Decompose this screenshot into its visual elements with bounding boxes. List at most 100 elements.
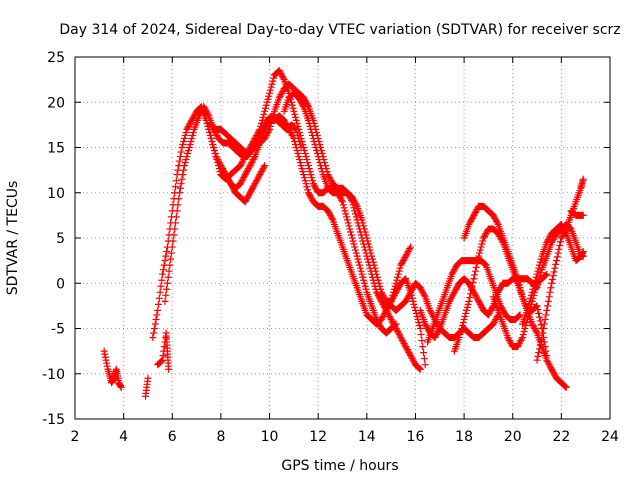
data-point [390,285,398,293]
data-point [185,144,193,151]
x-tick-label: 8 [216,429,225,445]
data-point [356,261,364,269]
data-point [344,219,352,227]
data-point [172,177,180,185]
data-point [453,284,461,292]
data-point [277,91,285,99]
data-point [397,261,405,269]
data-point [179,140,187,148]
data-point [446,296,454,304]
data-point [416,364,424,372]
data-point [178,144,186,151]
x-tick-label: 6 [168,429,177,445]
data-point [541,315,549,323]
data-point [367,249,375,257]
data-point [543,306,551,314]
data-point [403,346,411,354]
data-point [179,171,187,179]
data-point [187,118,195,126]
data-point [240,156,248,164]
data-point [386,314,394,322]
data-point [490,213,498,221]
data-point [351,210,359,218]
data-point [548,275,556,283]
data-point [311,140,319,148]
data-point [293,147,301,155]
data-point [308,128,316,136]
data-point [514,341,522,349]
data-point [526,297,534,305]
data-point [383,308,391,316]
data-point [360,279,368,287]
data-point [283,122,291,130]
data-point [475,252,483,260]
data-point [490,318,498,326]
data-point [533,284,541,292]
data-point [300,147,308,155]
data-point [360,225,368,233]
data-point [183,125,191,133]
data-point [579,248,587,256]
data-point [364,240,372,248]
data-point [558,232,566,240]
data-point [536,258,544,266]
data-point [236,180,244,188]
data-point [180,137,188,145]
data-point [492,216,500,224]
data-point [562,383,570,391]
data-point [288,131,296,139]
data-point [300,174,308,182]
data-point [276,92,284,100]
data-point [545,234,553,242]
data-point [394,273,402,281]
data-point [529,321,537,329]
data-point [303,183,311,191]
y-tick-label: -10 [42,367,65,383]
data-point [278,71,286,79]
data-point [471,291,479,299]
data-point [394,329,402,337]
data-point [518,290,526,298]
data-point [468,282,476,290]
data-point [343,213,351,221]
data-point [309,177,317,185]
x-axis-ticks: 2 4 6 8 10 12 14 16 18 20 22 24 [71,57,619,445]
data-point [403,251,411,259]
data-point [291,140,299,148]
data-point [239,175,247,183]
data-point [339,198,346,206]
data-point [291,110,299,118]
data-point [250,154,258,162]
x-tick-label: 20 [504,429,522,445]
data-point [339,201,347,209]
data-point [375,279,383,287]
data-point [150,325,158,332]
x-tick-label: 18 [455,429,473,445]
data-point [566,224,574,232]
data-point [304,186,312,194]
data-point [360,276,368,284]
data-point [256,171,264,179]
data-point [350,196,358,204]
data-point [196,110,204,118]
data-point [240,154,248,162]
data-point [416,284,424,292]
data-point [262,101,270,109]
series-arc-14 [460,202,570,391]
data-point [404,248,412,256]
x-tick-label: 2 [71,429,80,445]
data-point [103,359,111,367]
data-point [261,133,269,141]
data-point [493,314,501,322]
data-point [326,211,334,219]
data-point [173,207,181,215]
data-point [544,297,552,305]
data-point [514,343,522,351]
data-point [359,219,367,227]
data-point [407,352,415,360]
data-point [544,302,552,310]
data-point [560,229,568,237]
data-point [248,140,256,148]
data-point [530,282,538,290]
